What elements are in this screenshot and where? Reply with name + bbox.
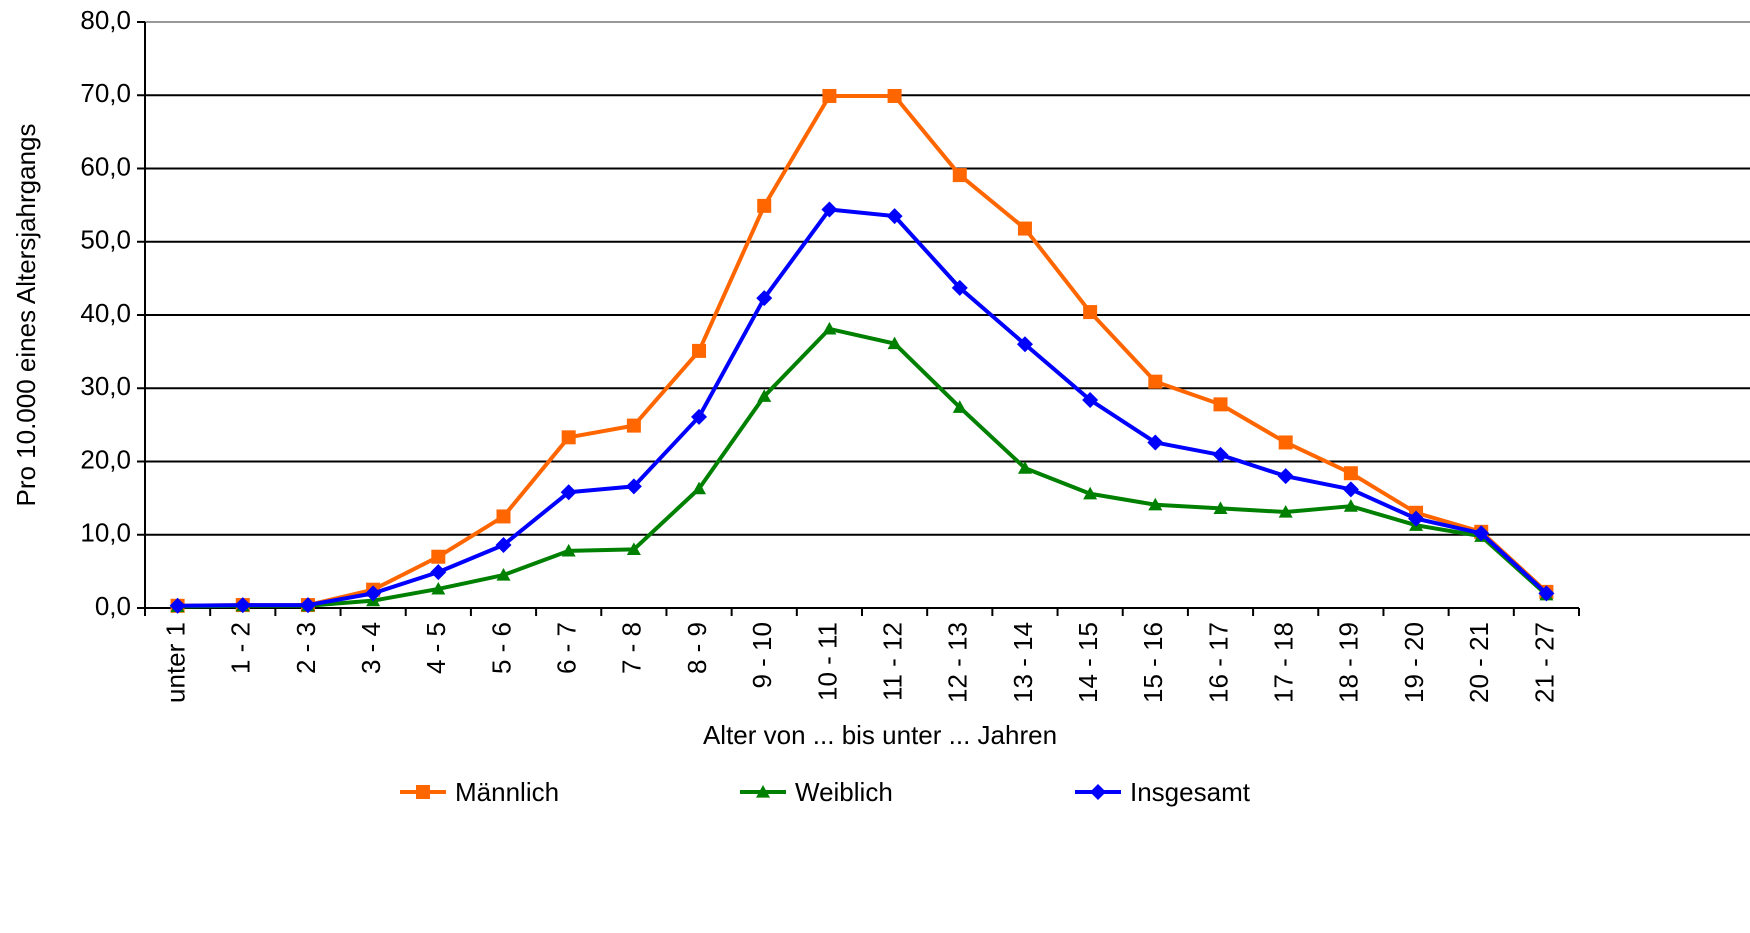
marker	[1278, 435, 1293, 450]
x-tick-label: 6 - 7	[552, 622, 582, 674]
y-tick-label: 0,0	[95, 591, 131, 621]
marker	[496, 568, 511, 581]
y-axis-title: Pro 10.000 eines Altersjahrgangs	[11, 123, 41, 506]
x-tick-label: 21 - 27	[1529, 622, 1559, 703]
marker	[1083, 305, 1098, 320]
marker	[1212, 446, 1229, 463]
marker	[169, 597, 186, 614]
legend-label: Insgesamt	[1130, 777, 1251, 807]
marker	[416, 785, 430, 799]
marker	[1213, 501, 1228, 514]
y-tick-label: 10,0	[80, 518, 131, 548]
marker	[495, 537, 512, 554]
marker	[1017, 461, 1032, 474]
x-tick-label: 3 - 4	[356, 622, 386, 674]
legend-label: Weiblich	[795, 777, 893, 807]
marker	[1082, 391, 1099, 408]
marker	[561, 430, 576, 445]
x-tick-label: 15 - 16	[1138, 622, 1168, 703]
x-tick-label: 18 - 19	[1334, 622, 1364, 703]
x-tick-label: 4 - 5	[421, 622, 451, 674]
marker	[430, 564, 447, 581]
y-tick-label: 40,0	[80, 298, 131, 328]
x-tick-label: 10 - 11	[812, 622, 842, 701]
series	[169, 201, 1555, 614]
marker	[756, 785, 770, 798]
marker	[1083, 486, 1098, 500]
y-tick-label: 50,0	[80, 225, 131, 255]
marker	[1343, 466, 1358, 481]
x-tick-label: 12 - 13	[943, 622, 973, 703]
marker	[822, 88, 837, 103]
x-tick-label: 19 - 20	[1399, 622, 1429, 703]
marker	[1342, 481, 1359, 498]
marker	[757, 389, 772, 402]
marker	[952, 168, 967, 183]
marker	[626, 542, 641, 555]
marker	[365, 585, 382, 602]
marker	[822, 321, 837, 335]
x-tick-label: 2 - 3	[291, 622, 321, 674]
marker	[692, 481, 707, 495]
marker	[431, 549, 446, 564]
y-tick-label: 60,0	[80, 151, 131, 181]
marker	[431, 581, 446, 595]
marker	[692, 343, 707, 358]
marker	[1148, 497, 1163, 511]
marker	[1278, 505, 1293, 518]
marker	[952, 400, 967, 413]
legend-label: Männlich	[455, 777, 559, 807]
marker	[1090, 784, 1106, 800]
marker	[1343, 499, 1358, 512]
marker	[886, 208, 903, 225]
x-tick-label: 20 - 21	[1464, 622, 1494, 703]
x-tick-label: 13 - 14	[1008, 622, 1038, 703]
marker	[1538, 585, 1555, 602]
marker	[1408, 510, 1425, 527]
marker	[1277, 468, 1294, 485]
marker	[1017, 221, 1032, 236]
marker	[757, 198, 772, 213]
marker	[625, 478, 642, 495]
x-tick-label: 9 - 10	[747, 622, 777, 689]
x-tick-label: 5 - 6	[486, 622, 516, 674]
marker	[691, 408, 708, 425]
x-tick-label: unter 1	[160, 622, 190, 703]
x-tick-label: 11 - 12	[877, 622, 907, 701]
marker	[756, 290, 773, 307]
x-tick-label: 17 - 18	[1269, 622, 1299, 703]
marker	[1147, 434, 1164, 451]
x-tick-label: 16 - 17	[1203, 622, 1233, 703]
marker	[496, 509, 511, 524]
y-tick-label: 80,0	[80, 5, 131, 35]
series-line	[177, 207, 1548, 608]
marker	[234, 597, 251, 614]
x-axis-title: Alter von ... bis unter ... Jahren	[703, 720, 1057, 750]
y-tick-label: 20,0	[80, 444, 131, 474]
marker	[560, 484, 577, 501]
marker	[299, 597, 316, 614]
marker	[1148, 374, 1163, 389]
x-tick-label: 14 - 15	[1073, 622, 1103, 703]
x-tick-label: 8 - 9	[682, 622, 712, 674]
marker	[626, 418, 641, 433]
y-tick-label: 30,0	[80, 371, 131, 401]
marker	[1213, 397, 1228, 412]
series-line	[177, 93, 1548, 608]
y-tick-label: 70,0	[80, 78, 131, 108]
x-tick-label: 7 - 8	[617, 622, 647, 674]
marker	[887, 336, 902, 350]
marker	[951, 279, 968, 296]
marker	[887, 88, 902, 103]
marker	[561, 543, 576, 557]
x-tick-label: 1 - 2	[226, 622, 256, 674]
marker	[1473, 525, 1490, 542]
marker	[1016, 336, 1033, 353]
series-line	[177, 326, 1548, 609]
marker	[821, 201, 838, 218]
